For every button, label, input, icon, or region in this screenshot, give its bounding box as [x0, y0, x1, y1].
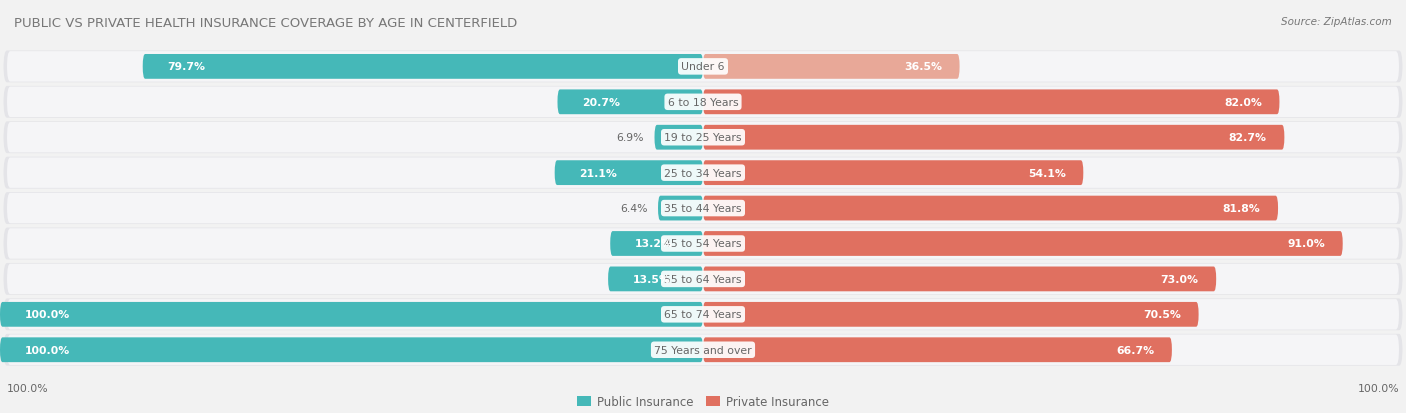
Text: 19 to 25 Years: 19 to 25 Years [664, 133, 742, 143]
Text: 75 Years and over: 75 Years and over [654, 345, 752, 355]
FancyBboxPatch shape [7, 264, 1399, 294]
Text: 13.5%: 13.5% [633, 274, 671, 284]
FancyBboxPatch shape [703, 90, 1279, 115]
FancyBboxPatch shape [703, 196, 1278, 221]
Text: 35 to 44 Years: 35 to 44 Years [664, 204, 742, 214]
Text: 82.0%: 82.0% [1225, 97, 1263, 107]
Text: 100.0%: 100.0% [25, 310, 70, 320]
Text: 73.0%: 73.0% [1160, 274, 1198, 284]
FancyBboxPatch shape [142, 55, 703, 80]
FancyBboxPatch shape [703, 302, 1198, 327]
Text: 70.5%: 70.5% [1143, 310, 1181, 320]
Text: 91.0%: 91.0% [1288, 239, 1324, 249]
Text: 100.0%: 100.0% [7, 383, 49, 393]
FancyBboxPatch shape [703, 232, 1343, 256]
FancyBboxPatch shape [703, 126, 1285, 150]
Text: 55 to 64 Years: 55 to 64 Years [664, 274, 742, 284]
FancyBboxPatch shape [654, 126, 703, 150]
FancyBboxPatch shape [0, 302, 703, 327]
Text: 21.1%: 21.1% [579, 168, 617, 178]
FancyBboxPatch shape [7, 158, 1399, 188]
Text: 6.9%: 6.9% [616, 133, 644, 143]
FancyBboxPatch shape [7, 299, 1399, 330]
FancyBboxPatch shape [7, 193, 1399, 224]
Text: 100.0%: 100.0% [25, 345, 70, 355]
FancyBboxPatch shape [7, 52, 1399, 83]
Text: 54.1%: 54.1% [1028, 168, 1066, 178]
FancyBboxPatch shape [3, 193, 1403, 225]
FancyBboxPatch shape [7, 229, 1399, 259]
FancyBboxPatch shape [3, 299, 1403, 330]
Text: 82.7%: 82.7% [1229, 133, 1267, 143]
Legend: Public Insurance, Private Insurance: Public Insurance, Private Insurance [572, 390, 834, 413]
Text: 6 to 18 Years: 6 to 18 Years [668, 97, 738, 107]
FancyBboxPatch shape [7, 88, 1399, 118]
Text: 79.7%: 79.7% [167, 62, 205, 72]
FancyBboxPatch shape [610, 232, 703, 256]
Text: 81.8%: 81.8% [1223, 204, 1261, 214]
FancyBboxPatch shape [554, 161, 703, 185]
FancyBboxPatch shape [3, 334, 1403, 366]
FancyBboxPatch shape [3, 157, 1403, 189]
FancyBboxPatch shape [609, 267, 703, 292]
FancyBboxPatch shape [703, 161, 1084, 185]
FancyBboxPatch shape [3, 87, 1403, 119]
Text: Source: ZipAtlas.com: Source: ZipAtlas.com [1281, 17, 1392, 26]
FancyBboxPatch shape [3, 51, 1403, 83]
FancyBboxPatch shape [3, 122, 1403, 154]
Text: 36.5%: 36.5% [904, 62, 942, 72]
FancyBboxPatch shape [7, 335, 1399, 365]
Text: 6.4%: 6.4% [620, 204, 647, 214]
FancyBboxPatch shape [703, 337, 1173, 362]
FancyBboxPatch shape [7, 123, 1399, 153]
Text: 25 to 34 Years: 25 to 34 Years [664, 168, 742, 178]
FancyBboxPatch shape [703, 55, 960, 80]
Text: Under 6: Under 6 [682, 62, 724, 72]
FancyBboxPatch shape [0, 337, 703, 362]
Text: PUBLIC VS PRIVATE HEALTH INSURANCE COVERAGE BY AGE IN CENTERFIELD: PUBLIC VS PRIVATE HEALTH INSURANCE COVER… [14, 17, 517, 29]
Text: 45 to 54 Years: 45 to 54 Years [664, 239, 742, 249]
Text: 13.2%: 13.2% [636, 239, 673, 249]
Text: 100.0%: 100.0% [1357, 383, 1399, 393]
Text: 66.7%: 66.7% [1116, 345, 1154, 355]
Text: 20.7%: 20.7% [582, 97, 620, 107]
FancyBboxPatch shape [3, 228, 1403, 260]
FancyBboxPatch shape [558, 90, 703, 115]
FancyBboxPatch shape [658, 196, 703, 221]
Text: 65 to 74 Years: 65 to 74 Years [664, 310, 742, 320]
FancyBboxPatch shape [703, 267, 1216, 292]
FancyBboxPatch shape [3, 263, 1403, 295]
